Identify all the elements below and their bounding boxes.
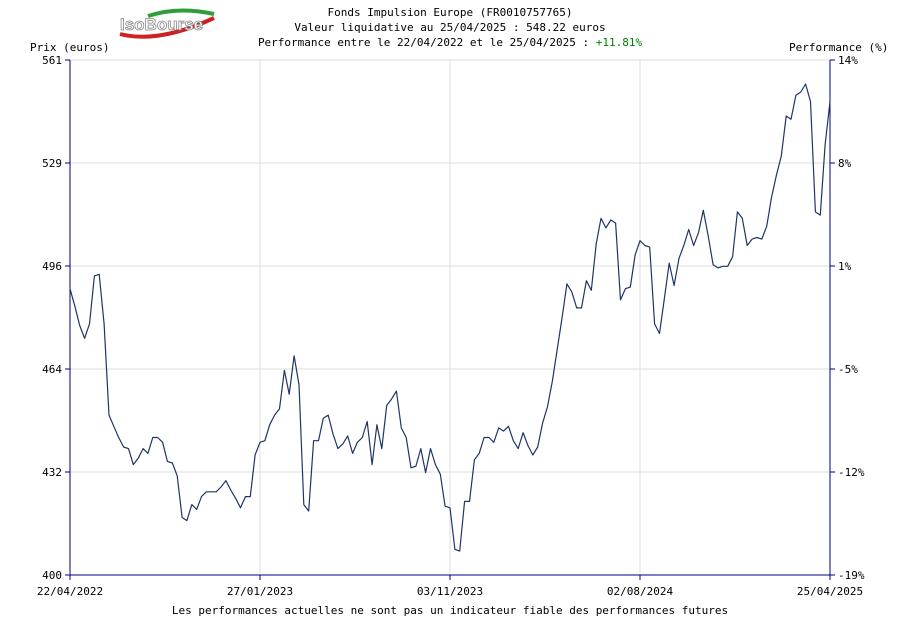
y-tick-label-right: -19%: [838, 569, 865, 582]
y-tick-label-right: -12%: [838, 466, 865, 479]
y-tick-label-left: 400: [42, 569, 62, 582]
price-series-line: [69, 83, 831, 552]
y-tick-label-right: 14%: [838, 54, 858, 67]
performance-value: +11.81%: [595, 36, 643, 49]
x-tick-label: 27/01/2023: [227, 585, 293, 598]
y-axis-right-label: Performance (%): [789, 41, 889, 54]
y-tick-label-right: 8%: [838, 157, 852, 170]
y-tick-label-left: 529: [42, 157, 62, 170]
x-tick-label: 02/08/2024: [607, 585, 674, 598]
disclaimer-footer: Les performances actuelles ne sont pas u…: [171, 604, 729, 617]
logo-text: IsoBourse: [120, 15, 203, 34]
chart-subtitle-performance: Performance entre le 22/04/2022 et le 25…: [0, 36, 900, 50]
chart-subtitle-nav: Valeur liquidative au 25/04/2025 : 548.2…: [294, 21, 606, 34]
y-tick-label-right: -5%: [838, 363, 858, 376]
chart-title-fund: Fonds Impulsion Europe (FR0010757765): [327, 6, 573, 19]
y-tick-label-left: 496: [42, 260, 62, 273]
x-tick-label: 25/04/2025: [797, 585, 863, 598]
y-axis-left-label: Prix (euros): [30, 41, 110, 54]
y-tick-label-right: 1%: [838, 260, 852, 273]
y-tick-label-left: 561: [42, 54, 62, 67]
x-tick-label: 03/11/2023: [417, 585, 483, 598]
isobourse-logo[interactable]: IsoBourse: [118, 8, 216, 42]
x-tick-label: 22/04/2022: [37, 585, 103, 598]
y-tick-label-left: 432: [42, 466, 62, 479]
performance-label: Performance entre le 22/04/2022 et le 25…: [257, 36, 596, 49]
y-tick-label-left: 464: [42, 363, 62, 376]
